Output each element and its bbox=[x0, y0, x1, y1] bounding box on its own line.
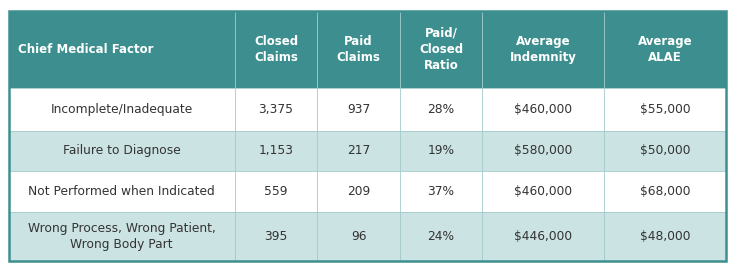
Text: $48,000: $48,000 bbox=[640, 230, 690, 243]
FancyBboxPatch shape bbox=[9, 11, 234, 88]
FancyBboxPatch shape bbox=[234, 88, 318, 131]
Text: Average
ALAE: Average ALAE bbox=[638, 35, 692, 64]
FancyBboxPatch shape bbox=[604, 88, 726, 131]
FancyBboxPatch shape bbox=[234, 11, 318, 88]
Text: Failure to Diagnose: Failure to Diagnose bbox=[63, 144, 181, 157]
FancyBboxPatch shape bbox=[482, 171, 604, 212]
FancyBboxPatch shape bbox=[604, 171, 726, 212]
Text: $55,000: $55,000 bbox=[640, 103, 690, 116]
FancyBboxPatch shape bbox=[9, 212, 234, 261]
FancyBboxPatch shape bbox=[482, 212, 604, 261]
FancyBboxPatch shape bbox=[604, 11, 726, 88]
Text: 937: 937 bbox=[347, 103, 370, 116]
FancyBboxPatch shape bbox=[482, 88, 604, 131]
FancyBboxPatch shape bbox=[400, 11, 482, 88]
Text: 19%: 19% bbox=[428, 144, 454, 157]
Text: $460,000: $460,000 bbox=[514, 185, 573, 198]
FancyBboxPatch shape bbox=[9, 88, 234, 131]
FancyBboxPatch shape bbox=[234, 212, 318, 261]
Text: Average
Indemnity: Average Indemnity bbox=[510, 35, 577, 64]
Text: Not Performed when Indicated: Not Performed when Indicated bbox=[29, 185, 215, 198]
FancyBboxPatch shape bbox=[234, 171, 318, 212]
Text: 28%: 28% bbox=[428, 103, 454, 116]
FancyBboxPatch shape bbox=[234, 131, 318, 171]
FancyBboxPatch shape bbox=[482, 11, 604, 88]
FancyBboxPatch shape bbox=[318, 171, 400, 212]
FancyBboxPatch shape bbox=[9, 171, 234, 212]
Text: 96: 96 bbox=[351, 230, 366, 243]
Text: 3,375: 3,375 bbox=[259, 103, 293, 116]
FancyBboxPatch shape bbox=[604, 212, 726, 261]
Text: 1,153: 1,153 bbox=[259, 144, 293, 157]
FancyBboxPatch shape bbox=[604, 131, 726, 171]
Text: 37%: 37% bbox=[428, 185, 454, 198]
Text: $50,000: $50,000 bbox=[640, 144, 690, 157]
FancyBboxPatch shape bbox=[482, 131, 604, 171]
FancyBboxPatch shape bbox=[318, 88, 400, 131]
FancyBboxPatch shape bbox=[318, 212, 400, 261]
FancyBboxPatch shape bbox=[318, 11, 400, 88]
Text: Chief Medical Factor: Chief Medical Factor bbox=[18, 43, 153, 56]
Text: 559: 559 bbox=[265, 185, 288, 198]
Text: Closed
Claims: Closed Claims bbox=[254, 35, 298, 64]
FancyBboxPatch shape bbox=[400, 88, 482, 131]
Text: $580,000: $580,000 bbox=[514, 144, 573, 157]
FancyBboxPatch shape bbox=[400, 212, 482, 261]
Text: 209: 209 bbox=[347, 185, 370, 198]
FancyBboxPatch shape bbox=[318, 131, 400, 171]
Text: $446,000: $446,000 bbox=[514, 230, 573, 243]
Text: $460,000: $460,000 bbox=[514, 103, 573, 116]
Text: 24%: 24% bbox=[428, 230, 454, 243]
Text: Paid
Claims: Paid Claims bbox=[337, 35, 381, 64]
Text: Wrong Process, Wrong Patient,
Wrong Body Part: Wrong Process, Wrong Patient, Wrong Body… bbox=[28, 222, 216, 251]
FancyBboxPatch shape bbox=[400, 171, 482, 212]
Text: Incomplete/Inadequate: Incomplete/Inadequate bbox=[51, 103, 193, 116]
FancyBboxPatch shape bbox=[9, 131, 234, 171]
Text: 217: 217 bbox=[347, 144, 370, 157]
Text: $68,000: $68,000 bbox=[640, 185, 690, 198]
Text: 395: 395 bbox=[265, 230, 287, 243]
FancyBboxPatch shape bbox=[400, 131, 482, 171]
Text: Paid/
Closed
Ratio: Paid/ Closed Ratio bbox=[419, 27, 463, 72]
